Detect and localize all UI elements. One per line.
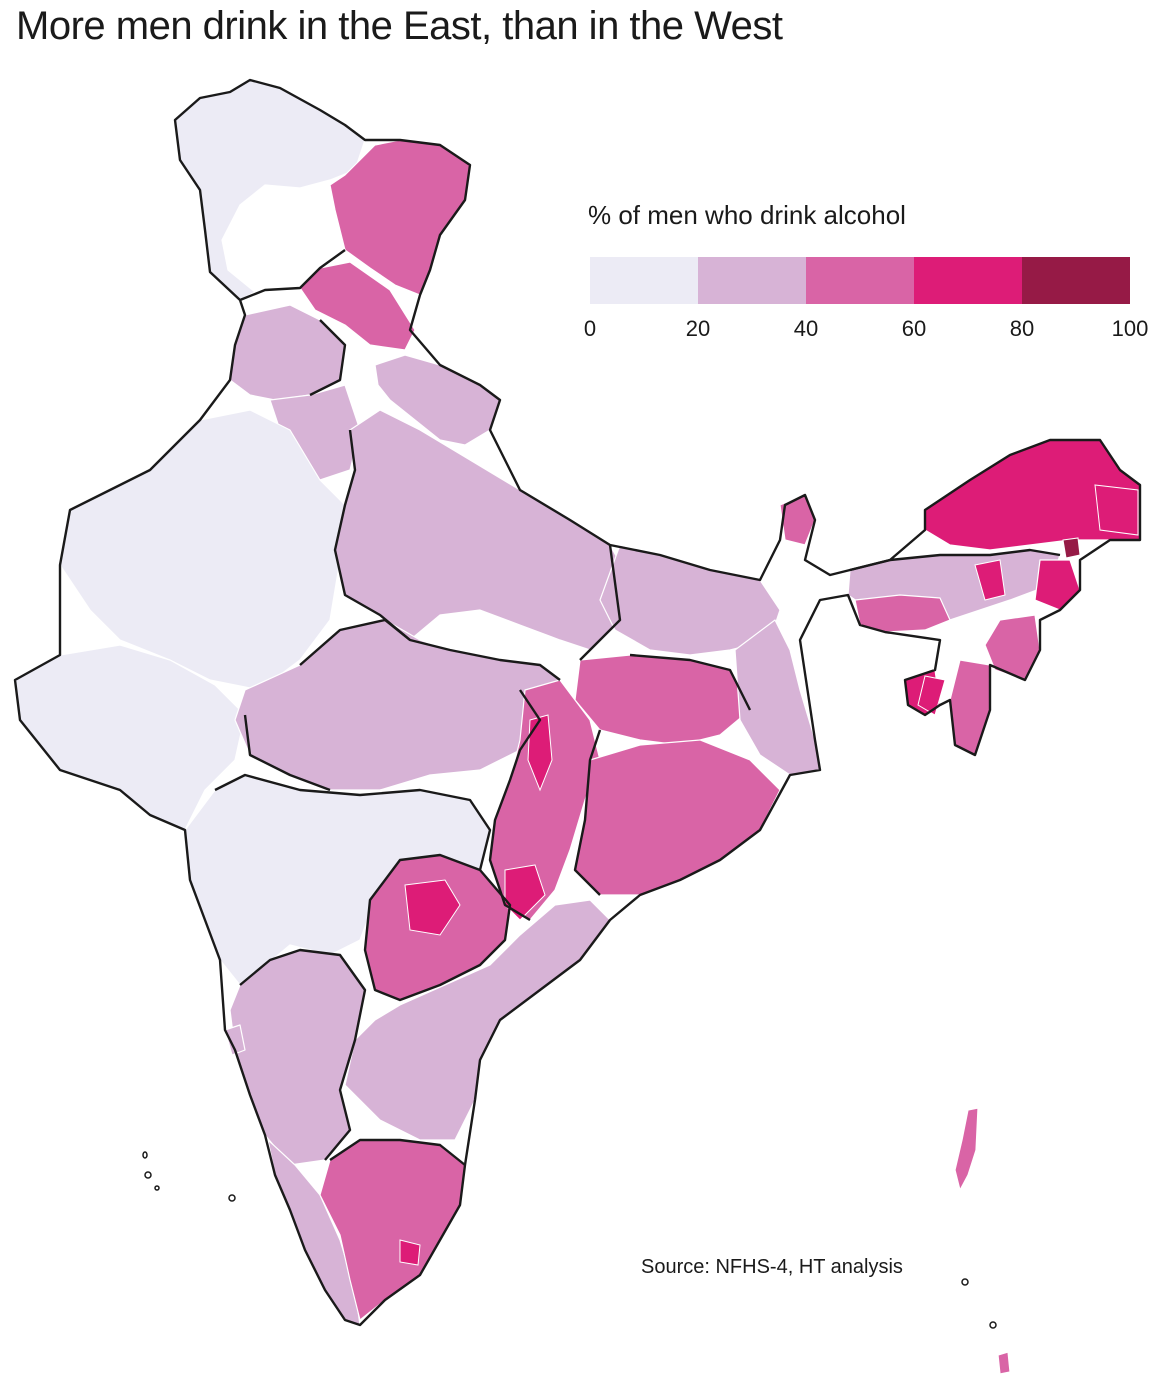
border-maharashtra	[214, 773, 492, 871]
legend-swatch-80-100	[1022, 257, 1130, 304]
hotspot-northeast-2	[1094, 484, 1139, 536]
border-mp	[299, 618, 561, 681]
border-telangana	[363, 853, 512, 1002]
region-west-bengal	[734, 619, 821, 776]
legend-tick-60: 60	[901, 316, 927, 341]
border-punjab-himachal	[309, 319, 347, 397]
nicobar-island-small	[989, 1321, 997, 1329]
hotspot-tamil-nadu	[399, 1239, 421, 1266]
border-assam	[849, 548, 1061, 572]
region-andaman-islands	[954, 1107, 979, 1191]
region-mizoram	[949, 659, 991, 756]
region-uttarakhand	[374, 354, 501, 446]
hotspot-nagaland-dark	[1062, 537, 1081, 559]
hotspot-chhattisgarh	[527, 714, 553, 792]
india-outline	[13, 78, 1142, 1327]
legend-title: % of men who drink alcohol	[588, 200, 906, 230]
legend-tick-20: 20	[685, 316, 711, 341]
legend-swatch-20-40	[698, 257, 806, 304]
hotspot-mizoram	[917, 675, 946, 716]
legend: % of men who drink alcohol 0 20 40 60 80…	[584, 200, 1148, 341]
hotspot-telangana	[404, 879, 461, 936]
legend-swatch-60-80	[914, 257, 1022, 304]
legend-swatch-0-20	[590, 257, 698, 304]
legend-tick-100: 100	[1111, 316, 1149, 341]
andaman-island-small	[961, 1278, 969, 1286]
region-nicobar-islands	[997, 1351, 1011, 1375]
border-karnataka	[239, 948, 367, 1161]
legend-tick-0: 0	[583, 316, 597, 341]
source-note: Source: NFHS-4, HT analysis	[641, 1256, 903, 1278]
border-up-west	[333, 429, 411, 641]
lakshadweep-island-1	[142, 1151, 148, 1159]
lakshadweep-island-4	[228, 1194, 236, 1202]
region-nagaland	[1034, 559, 1081, 611]
india-choropleth-map	[13, 78, 1142, 1375]
region-goa	[224, 1024, 246, 1056]
hotspot-northeast-1	[974, 559, 1006, 601]
legend-tick-80: 80	[1009, 316, 1035, 341]
border-jk	[239, 249, 346, 302]
region-himachal	[299, 261, 416, 351]
border-tamil-nadu	[329, 1138, 466, 1166]
legend-swatch-40-60	[806, 257, 914, 304]
legend-color-bar	[590, 257, 1130, 304]
region-manipur	[984, 614, 1041, 681]
legend-tick-40: 40	[793, 316, 819, 341]
border-bihar-jharkhand	[629, 653, 752, 711]
border-odisha	[573, 729, 602, 896]
lakshadweep-island-3	[154, 1185, 160, 1191]
lakshadweep-island-2	[144, 1171, 152, 1179]
border-up-bihar	[579, 544, 622, 661]
border-rajasthan-south	[243, 714, 331, 792]
region-odisha	[574, 739, 781, 896]
region-karnataka	[229, 949, 366, 1166]
chart-title: More men drink in the East, than in the …	[16, 4, 783, 48]
